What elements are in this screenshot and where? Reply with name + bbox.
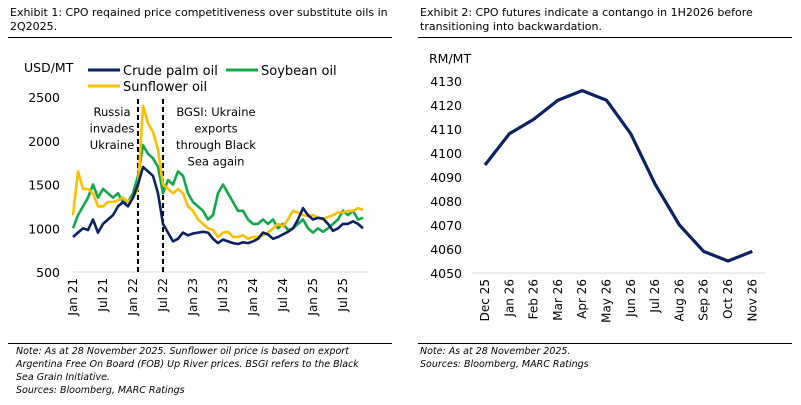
exhibit2-top-rule [418, 37, 792, 38]
x-tick-label: Feb 26 [527, 279, 541, 319]
series-line-sunflower-oil [71, 104, 364, 241]
y-tick-label: 500 [36, 265, 60, 280]
annotation-bgsi: through Black [176, 138, 256, 152]
y-tick-label: 4130 [430, 74, 462, 89]
x-tick-label: Jul 23 [216, 278, 230, 313]
annotation-russia: invades [90, 122, 135, 136]
annotation-russia: Ukraine [90, 138, 134, 152]
x-tick-label: Jul 25 [336, 278, 350, 313]
legend-label: Soybean oil [261, 64, 337, 79]
legend-label: Sunflower oil [123, 80, 207, 95]
x-tick-label: Jan 22 [126, 278, 140, 317]
x-tick-label: May 26 [600, 279, 614, 323]
annotation-bgsi: Sea again [188, 155, 245, 169]
x-tick-label: Jun 26 [624, 279, 638, 318]
y-tick-label: 2500 [28, 90, 60, 105]
x-tick-label: Jan 23 [186, 278, 200, 317]
annotation-russia: Russia [94, 105, 131, 119]
series-line-crude-palm-oil [72, 165, 364, 246]
x-tick-label: Jul 21 [96, 278, 110, 313]
y-tick-label: 1000 [28, 221, 60, 236]
sources-line: Sources: Bloomberg, MARC Ratings [16, 385, 185, 396]
exhibit1-chart: USD/MT 500 1000 1500 2000 2500 Jan 21 Jul 21 Jan… [24, 60, 368, 317]
x-tick-label: Aug 26 [672, 279, 686, 322]
x-tick-label: Jan 26 [502, 279, 516, 318]
note-line: Argentina Free On Board (FOB) Up River p… [16, 359, 359, 370]
y-tick-label: 4070 [430, 218, 462, 233]
sources-line: Sources: Bloomberg, MARC Ratings [420, 359, 589, 370]
note-line: Sea Grain Initiative. [16, 372, 110, 383]
annotation-bgsi: BGSI: Ukraine [176, 105, 255, 119]
exhibit1-bottom-rule [8, 343, 392, 344]
exhibit1-top-rule [8, 37, 392, 38]
y-axis-label: USD/MT [24, 60, 74, 75]
y-axis-label: RM/MT [429, 51, 471, 66]
y-tick-label: 4050 [430, 266, 462, 281]
y-tick-label: 4100 [430, 146, 462, 161]
y-tick-label: 2000 [28, 134, 60, 149]
exhibit2-notes: Note: As at 28 November 2025. Sources: B… [420, 345, 790, 371]
y-tick-label: 4090 [430, 170, 462, 185]
x-tick-label: Apr 26 [575, 279, 589, 319]
annotation-bgsi: exports [194, 122, 237, 136]
x-tick-label: Oct 26 [721, 279, 735, 319]
x-tick-label: Dec 25 [478, 279, 492, 321]
legend-label: Crude palm oil [123, 64, 218, 79]
y-tick-label: 4110 [430, 122, 462, 137]
y-tick-label: 4080 [430, 194, 462, 209]
note-line: Note: As at 28 November 2025. Sunflower … [16, 346, 349, 357]
x-tick-label: Jan 24 [246, 278, 260, 317]
x-tick-label: Mar 26 [551, 279, 565, 321]
y-tick-label: 1500 [28, 178, 60, 193]
series-line-cpo-futures [483, 88, 753, 263]
exhibit2-chart: RM/MT 4050 4060 4070 4080 4090 4100 4110 4120 413… [429, 51, 765, 323]
y-tick-label: 4060 [430, 242, 462, 257]
exhibit2-bottom-rule [418, 343, 792, 344]
x-tick-label: Jul 22 [156, 278, 170, 313]
exhibit2-title: Exhibit 2: CPO futures indicate a contan… [420, 6, 753, 33]
x-tick-label: Sep 26 [697, 279, 711, 321]
x-tick-label: Nov 26 [745, 279, 759, 322]
y-tick-label: 4120 [430, 98, 462, 113]
x-tick-label: Jul 24 [276, 278, 290, 313]
exhibit1-title: Exhibit 1: CPO reqained price competitiv… [10, 6, 388, 33]
x-tick-label: Jan 21 [66, 278, 80, 317]
x-tick-label: Jan 25 [306, 278, 320, 317]
note-line: Note: As at 28 November 2025. [420, 346, 571, 357]
x-tick-label: Jul 26 [648, 279, 662, 314]
exhibit1-notes: Note: As at 28 November 2025. Sunflower … [16, 345, 396, 397]
